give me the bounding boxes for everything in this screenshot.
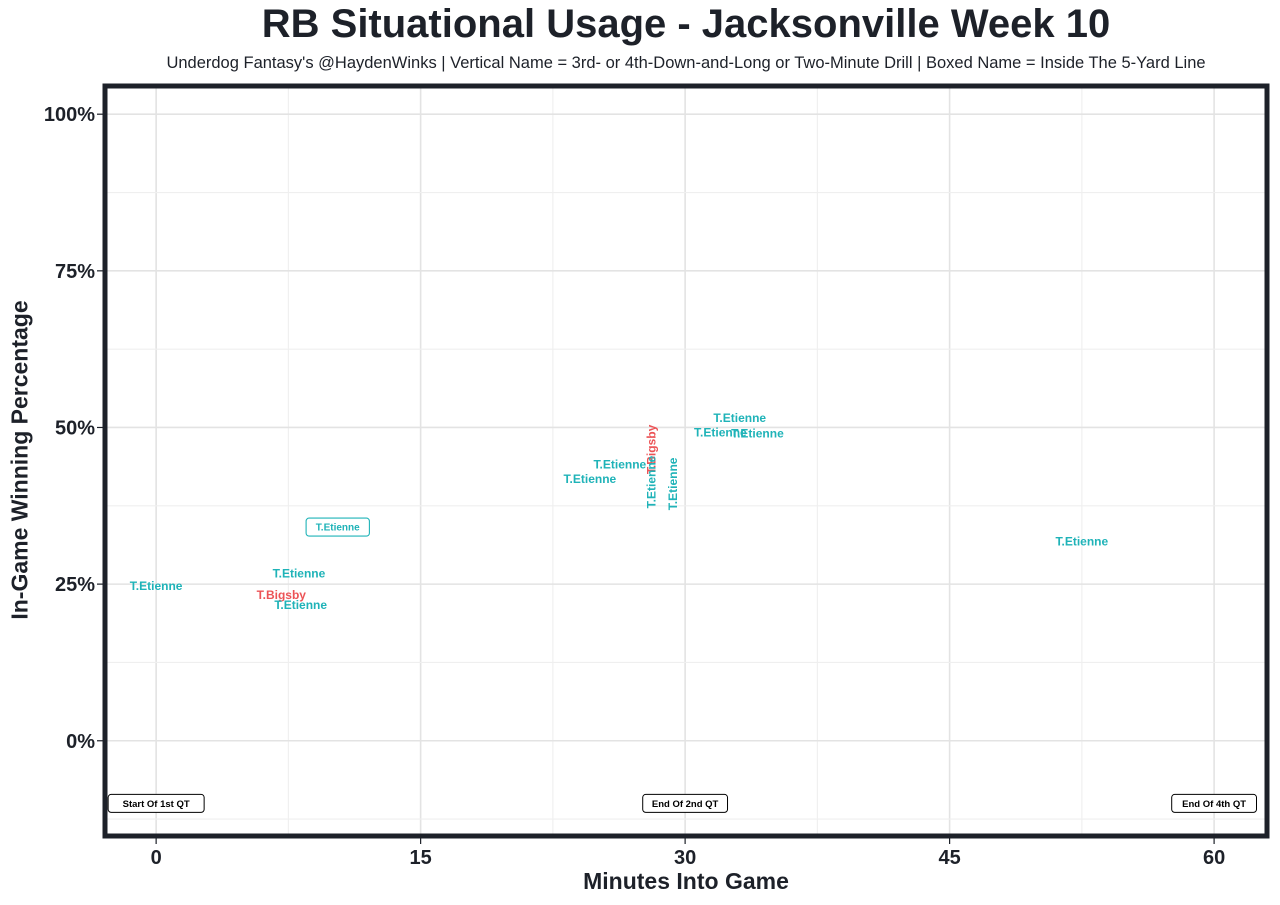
data-point-label: T.Etienne: [274, 598, 327, 612]
data-point-label: T.Etienne: [273, 566, 326, 580]
data-point-label: T.Bigsby: [645, 424, 659, 474]
data-point-label: T.Etienne: [564, 472, 617, 486]
quarter-annotation-label: Start Of 1st QT: [123, 799, 190, 810]
quarter-annotation-box: [642, 793, 729, 813]
data-point-label: T.Etienne: [316, 523, 360, 534]
data-point-label: T.Etienne: [666, 457, 680, 510]
data-point-label: T.Etienne: [713, 411, 766, 425]
quarter-annotation-label: End Of 4th QT: [1182, 799, 1246, 810]
x-tick-label: 15: [410, 847, 432, 869]
data-point-label: T.Etienne: [731, 427, 784, 441]
data-point-label: T.Etienne: [594, 457, 647, 471]
y-tick-label: 25%: [55, 574, 95, 596]
y-tick-label: 75%: [55, 261, 95, 283]
y-tick-label: 0%: [66, 731, 95, 753]
chart-title: RB Situational Usage - Jacksonville Week…: [261, 2, 1111, 46]
quarter-annotation-box: [1171, 793, 1258, 813]
x-tick-label: 0: [151, 847, 162, 869]
chart-subtitle: Underdog Fantasy's @HaydenWinks | Vertic…: [166, 54, 1206, 72]
data-point-label: T.Etienne: [694, 425, 747, 439]
data-point-label: T.Etienne: [1056, 535, 1109, 549]
x-tick-label: 45: [938, 847, 960, 869]
y-tick-label: 50%: [55, 417, 95, 439]
x-tick-label: 60: [1203, 847, 1225, 869]
quarter-annotation-label: End Of 2nd QT: [652, 799, 719, 810]
panel-border: [102, 83, 1270, 839]
data-point-box: [305, 517, 370, 537]
y-tick-label: 100%: [44, 104, 95, 126]
data-point-label: T.Bigsby: [257, 588, 307, 602]
data-point-label: T.Etienne: [130, 579, 183, 593]
x-tick-label: 30: [674, 847, 696, 869]
x-axis-label: Minutes Into Game: [583, 868, 789, 894]
data-point-label: T.Etienne: [645, 455, 659, 508]
quarter-annotation-box: [107, 793, 205, 813]
